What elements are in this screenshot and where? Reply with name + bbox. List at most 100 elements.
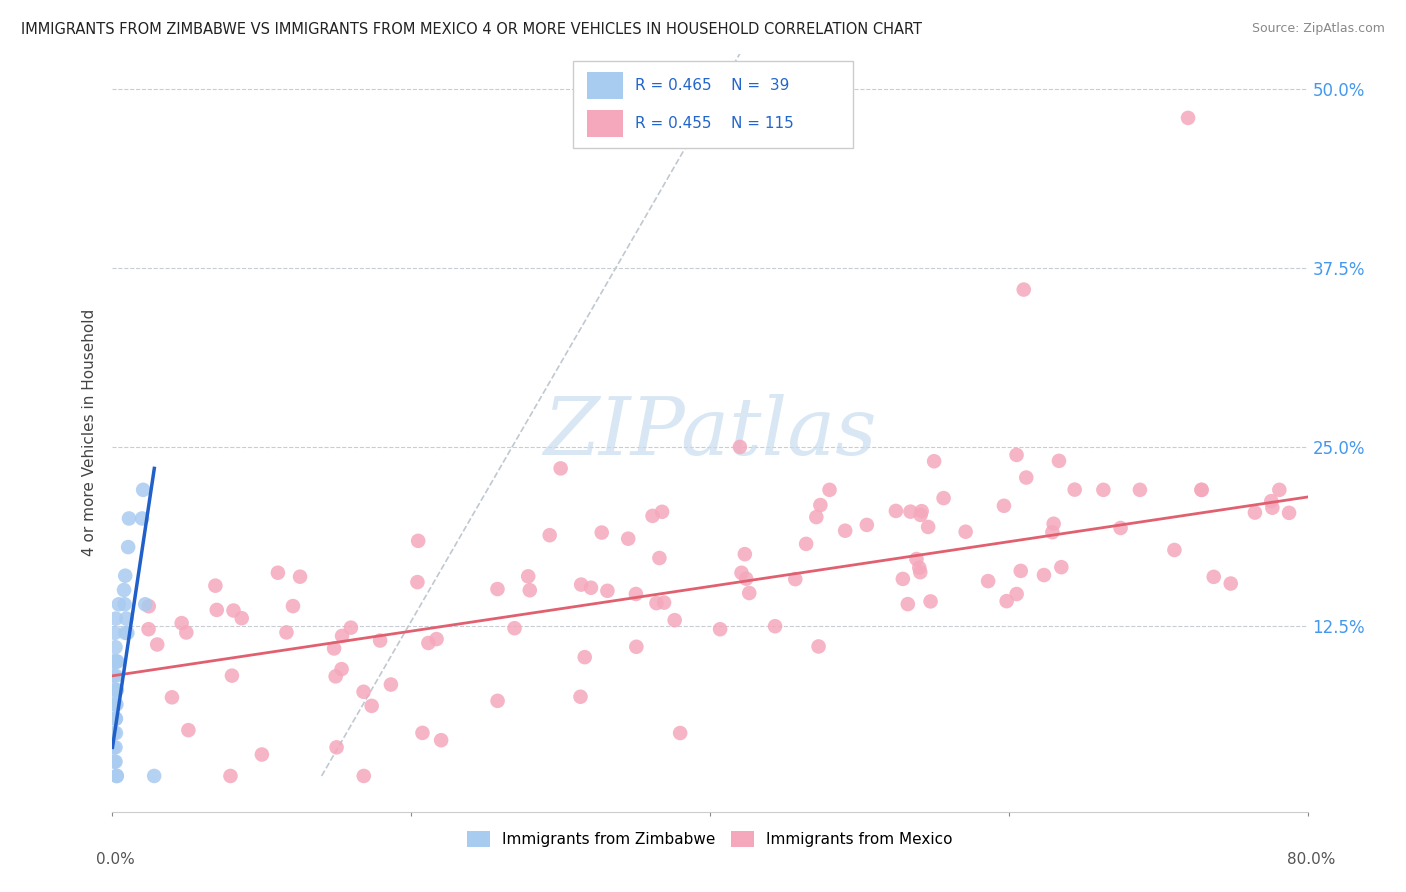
Point <box>132 483 155 497</box>
Point <box>105 698 128 712</box>
Point <box>664 613 686 627</box>
Point <box>105 683 128 698</box>
Point <box>738 586 761 600</box>
Point <box>1015 470 1038 484</box>
Point <box>908 560 931 574</box>
Point <box>138 599 160 614</box>
Point <box>785 572 807 586</box>
Point <box>763 619 786 633</box>
Point <box>104 669 127 683</box>
Point <box>146 638 169 652</box>
Point <box>709 622 731 636</box>
Point <box>103 669 125 683</box>
Point <box>104 712 127 726</box>
Point <box>340 621 363 635</box>
Point <box>891 572 914 586</box>
Point <box>103 740 125 755</box>
Point <box>104 712 127 726</box>
Point <box>818 483 841 497</box>
Point <box>131 511 153 525</box>
Point <box>1010 564 1032 578</box>
Point <box>222 603 245 617</box>
Text: 80.0%: 80.0% <box>1288 852 1336 867</box>
Point <box>669 726 692 740</box>
Text: 0.0%: 0.0% <box>96 852 135 867</box>
Point <box>648 551 671 566</box>
Point <box>1042 516 1064 531</box>
Point <box>955 524 977 539</box>
Point <box>808 498 831 512</box>
Point <box>995 594 1018 608</box>
Point <box>1244 506 1267 520</box>
Point <box>104 626 127 640</box>
Point <box>104 611 127 625</box>
Point <box>406 575 429 590</box>
Point <box>114 626 136 640</box>
Point <box>574 650 596 665</box>
Point <box>728 440 751 454</box>
Legend: Immigrants from Zimbabwe, Immigrants from Mexico: Immigrants from Zimbabwe, Immigrants fro… <box>461 825 959 854</box>
Point <box>430 733 453 747</box>
Point <box>932 491 955 505</box>
Point <box>360 698 382 713</box>
Point <box>920 594 942 608</box>
Point <box>170 616 193 631</box>
Point <box>1268 483 1291 497</box>
Point <box>105 769 128 783</box>
Point <box>117 540 139 554</box>
Point <box>897 597 920 611</box>
Point <box>231 611 253 625</box>
Point <box>569 690 592 704</box>
Point <box>910 508 932 522</box>
Point <box>652 596 675 610</box>
Point <box>730 566 752 580</box>
Bar <box>586 111 623 137</box>
Point <box>176 625 198 640</box>
Point <box>380 677 402 691</box>
Point <box>651 505 673 519</box>
Point <box>112 582 135 597</box>
Point <box>425 632 447 646</box>
Point <box>917 520 939 534</box>
Point <box>325 669 347 683</box>
Point <box>1191 483 1213 497</box>
Point <box>1109 521 1132 535</box>
Point <box>325 740 347 755</box>
Point <box>323 641 346 656</box>
Text: Source: ZipAtlas.com: Source: ZipAtlas.com <box>1251 22 1385 36</box>
Point <box>104 755 127 769</box>
Text: ZIPatlas: ZIPatlas <box>543 394 877 471</box>
Point <box>221 668 243 682</box>
Point <box>900 505 922 519</box>
Point <box>856 517 879 532</box>
Point <box>579 581 602 595</box>
Point <box>115 611 138 625</box>
Point <box>107 597 129 611</box>
Point <box>103 755 125 769</box>
Point <box>267 566 290 580</box>
Point <box>219 769 242 783</box>
Point <box>101 698 124 712</box>
Point <box>1191 483 1213 497</box>
Point <box>205 603 228 617</box>
Point <box>330 629 353 643</box>
Point <box>993 499 1015 513</box>
Bar <box>586 72 623 99</box>
Point <box>1040 525 1063 540</box>
FancyBboxPatch shape <box>572 62 853 148</box>
Point <box>368 633 391 648</box>
Point <box>160 690 183 705</box>
Point <box>1092 483 1115 497</box>
Point <box>204 579 226 593</box>
Y-axis label: 4 or more Vehicles in Household: 4 or more Vehicles in Household <box>82 309 97 557</box>
Point <box>406 533 429 548</box>
Point <box>1032 568 1054 582</box>
Point <box>905 552 928 566</box>
Point <box>910 565 932 579</box>
Point <box>353 769 375 783</box>
Point <box>794 537 817 551</box>
Point <box>103 683 125 698</box>
Point <box>353 685 375 699</box>
Point <box>104 712 127 726</box>
Point <box>1047 454 1070 468</box>
